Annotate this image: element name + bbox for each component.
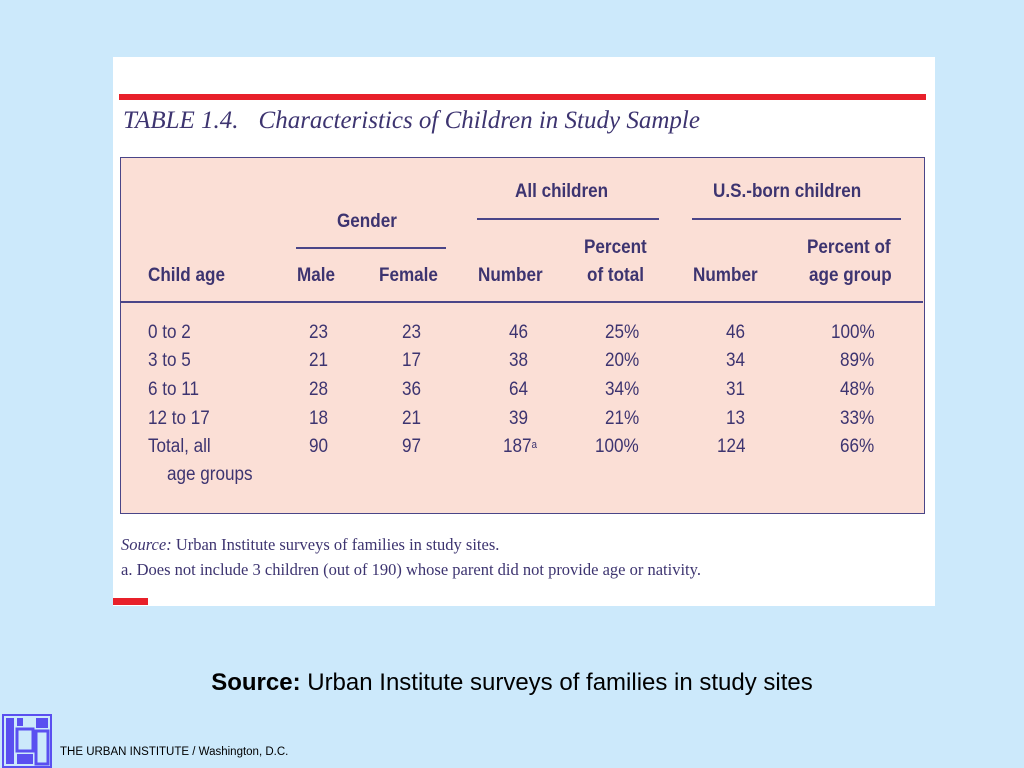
cell-pct-age: 66% bbox=[840, 436, 875, 457]
table-title-number: TABLE 1.4. bbox=[123, 107, 239, 134]
bottom-red-rule bbox=[113, 598, 148, 605]
table-source-text: Urban Institute surveys of families in s… bbox=[175, 535, 500, 554]
cell-age: 3 to 5 bbox=[148, 350, 191, 371]
cell-us-number: 34 bbox=[726, 350, 746, 371]
cell-age-continuation: age groups bbox=[167, 464, 253, 485]
cell-pct-age: 89% bbox=[840, 350, 875, 371]
cell-number: 187a bbox=[503, 432, 537, 461]
all-children-underline bbox=[477, 218, 659, 220]
cell-female: 23 bbox=[402, 322, 422, 343]
cell-male: 90 bbox=[309, 436, 329, 457]
header-female: Female bbox=[379, 265, 438, 286]
header-male: Male bbox=[297, 265, 336, 286]
table-footnote: a. Does not include 3 children (out of 1… bbox=[121, 560, 701, 579]
header-percent-age-line1: Percent of bbox=[807, 237, 891, 258]
cell-us-number: 31 bbox=[726, 379, 746, 400]
header-child-age: Child age bbox=[148, 265, 225, 286]
data-table: Gender All children U.S.-born children C… bbox=[120, 157, 925, 514]
cell-pct-total: 20% bbox=[605, 350, 640, 371]
table-source-note: Source: Urban Institute surveys of famil… bbox=[121, 535, 499, 555]
caption-text: Urban Institute surveys of families in s… bbox=[307, 669, 813, 696]
footer-text: THE URBAN INSTITUTE / Washington, D.C. bbox=[60, 746, 289, 758]
header-percent-total-line2: of total bbox=[587, 265, 644, 286]
table-title: TABLE 1.4. Characteristics of Children in… bbox=[123, 107, 700, 135]
cell-male: 18 bbox=[309, 408, 329, 429]
us-born-underline bbox=[692, 218, 901, 220]
slide-caption: Source: Urban Institute surveys of famil… bbox=[0, 669, 1024, 697]
cell-female: 17 bbox=[402, 350, 422, 371]
cell-us-number: 13 bbox=[726, 408, 746, 429]
cell-male: 28 bbox=[309, 379, 329, 400]
footnote-marker: a bbox=[531, 439, 538, 451]
cell-pct-total: 21% bbox=[605, 408, 640, 429]
top-red-rule bbox=[119, 94, 926, 100]
table-card: TABLE 1.4. Characteristics of Children in… bbox=[113, 57, 935, 606]
cell-pct-age: 100% bbox=[831, 322, 875, 343]
caption-label: Source: bbox=[211, 669, 301, 696]
header-all-children: All children bbox=[515, 181, 609, 202]
cell-number: 39 bbox=[509, 408, 529, 429]
header-divider bbox=[121, 301, 923, 303]
cell-age: 12 to 17 bbox=[148, 408, 210, 429]
cell-age: 6 to 11 bbox=[148, 379, 200, 400]
cell-age: Total, all bbox=[148, 436, 211, 457]
cell-number: 64 bbox=[509, 379, 529, 400]
header-us-number: Number bbox=[693, 265, 758, 286]
total-number-value: 187 bbox=[503, 436, 532, 457]
table-title-text: Characteristics of Children in Study Sam… bbox=[258, 107, 700, 134]
cell-male: 23 bbox=[309, 322, 329, 343]
cell-us-number: 124 bbox=[717, 436, 746, 457]
header-percent-total-line1: Percent bbox=[584, 237, 647, 258]
cell-us-number: 46 bbox=[726, 322, 746, 343]
cell-pct-age: 48% bbox=[840, 379, 875, 400]
cell-pct-total: 34% bbox=[605, 379, 640, 400]
header-us-born-children: U.S.-born children bbox=[713, 181, 862, 202]
cell-number: 46 bbox=[509, 322, 529, 343]
cell-female: 36 bbox=[402, 379, 422, 400]
urban-institute-logo-icon bbox=[2, 714, 52, 768]
header-percent-age-line2: age group bbox=[809, 265, 892, 286]
cell-female: 97 bbox=[402, 436, 422, 457]
gender-underline bbox=[296, 247, 446, 249]
cell-pct-age: 33% bbox=[840, 408, 875, 429]
cell-age: 0 to 2 bbox=[148, 322, 191, 343]
cell-female: 21 bbox=[402, 408, 422, 429]
cell-number: 38 bbox=[509, 350, 529, 371]
cell-pct-total: 100% bbox=[595, 436, 639, 457]
table-source-label: Source: bbox=[121, 535, 172, 554]
cell-male: 21 bbox=[309, 350, 329, 371]
header-gender: Gender bbox=[337, 211, 397, 232]
cell-pct-total: 25% bbox=[605, 322, 640, 343]
header-number: Number bbox=[478, 265, 543, 286]
